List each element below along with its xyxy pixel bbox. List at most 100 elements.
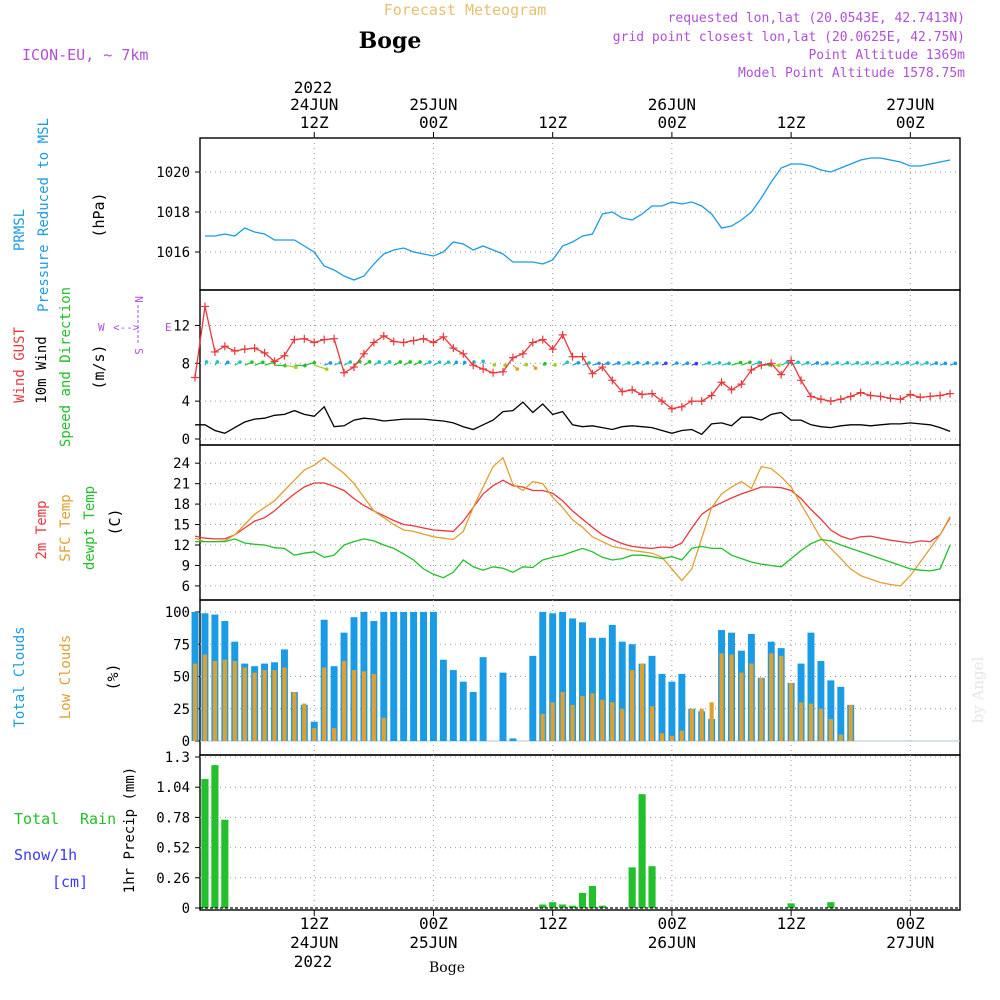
wind-arrow-head [915,360,920,365]
clouds-ytick-label: 50 [173,670,190,686]
rain-bar [221,819,229,908]
wind-arrow-head [553,363,557,367]
wind-frame [199,289,961,446]
point-altitude: Point Altitude 1369m [808,48,965,63]
wind-arrow-head [875,361,880,365]
clouds-ytick-label: 100 [165,605,190,621]
top-hour-label: 00Z [657,113,686,132]
low-cloud-bar [699,708,704,741]
precip-ytick-label: 0.26 [156,871,190,887]
wind-arrow-head [805,361,810,365]
temp-ytick-label: 18 [173,497,190,513]
wind-arrow-head [524,362,529,367]
wind-arrow-head [492,363,497,367]
wind-gust-marker [816,395,825,404]
wind-gust-marker [946,389,955,398]
wind-unit-label: (m/s) [90,344,108,389]
wind-gust-marker [270,357,279,366]
bottom-hour-label: 12Z [300,914,329,933]
low-cloud-bar [620,708,625,741]
low-cloud-bar [272,670,277,741]
wind-gust-marker [777,370,786,379]
temp-ytick-label: 9 [182,558,190,574]
wind-gust-marker [399,338,408,347]
precip-ytick-label: 1.3 [165,750,190,766]
wind-arrow-head [543,361,547,366]
wind-arrow-head [934,361,939,365]
wind-gust-marker [349,363,358,372]
precip-unit-label: 1hr Precip (mm) [122,767,138,893]
temp-series-sfc-temp [194,456,951,587]
wind-arrow-head [565,360,570,365]
wind-gust-marker [767,359,776,368]
precip-total-label: Total [14,810,59,828]
total-cloud-bar [648,655,656,741]
watermark: by Angel [969,656,987,723]
wind-gust-marker [677,402,686,411]
wind-arrow-head [428,360,432,364]
top-date-label: 27JUN [886,95,934,114]
wind-gust-marker [727,385,736,394]
low-cloud-bar [600,699,605,741]
clouds-unit-label: (%) [104,663,122,690]
wind-gust-marker [479,364,488,373]
pressure-ytick-label: 1016 [156,245,190,261]
wind-gust-marker [300,334,309,343]
wind-gust-marker [230,346,239,355]
wind-gust-marker [598,363,607,372]
wind-arrow-head [727,361,731,366]
temp-ytick-label: 12 [173,538,190,554]
bottom-date-label: 24JUN [290,933,338,952]
wind-gust-marker [797,376,806,385]
top-hour-label: 12Z [777,113,806,132]
model-label: ICON-EU, ~ 7km [22,46,148,64]
compass-n: N [132,296,145,303]
wind-arrow-head [905,360,910,365]
total-cloud-bar [678,673,686,741]
top-hour-label: 12Z [538,113,567,132]
rain-bar [598,905,606,908]
wind-gust-marker [310,338,319,347]
wind-arrow-head [408,360,412,364]
wind-arrow-head [367,359,372,364]
bottom-year-label: 2022 [294,952,333,971]
compass-arrow-text: <--> [113,321,140,334]
rain-bar [578,892,587,908]
low-cloud-bar [212,661,217,741]
low-cloud-bar [689,708,694,741]
low-cloud-bar [312,728,317,741]
wind-gust-marker [320,335,329,344]
low-cloud-bar [719,653,724,741]
low-cloud-bar [322,667,327,741]
low-cloud-bar [590,693,595,741]
snow-label: Snow/1h [14,846,77,864]
wind-arrow-head [215,360,220,364]
wind-gust-marker [707,391,716,400]
clouds-panel: 0 25 50 75 100 [165,599,961,756]
total-cloud-bar [499,672,507,741]
compass-e: E [165,321,172,334]
temp-ytick-label: 15 [173,518,190,534]
wind-arrow-head [377,360,382,364]
wind-arrow-head [685,361,690,366]
low-cloud-bar [789,682,794,741]
low-cloud-bar [381,717,386,741]
total-cloud-bar [608,624,616,741]
wind-gust-marker [578,352,587,361]
wind-gust-marker [340,368,349,377]
wind-gust-marker [737,380,746,389]
low-cloud-bar [838,734,843,741]
wind-gust-marker [856,388,865,397]
low-cloud-bar [659,733,665,741]
clouds-ytick-label: 75 [173,637,190,653]
wind-gust-marker [518,349,527,358]
wind-series-10m-wind [195,401,951,436]
wind-gust-marker [508,353,517,362]
wind-panel: 0 4 8 12 [173,289,961,448]
total-cloud-bar [330,666,338,741]
total-clouds-label: Total Clouds [12,626,28,727]
wind-gust-marker [359,349,368,358]
top-date-label: 24JUN [290,95,338,114]
wind-arrow-head [636,361,640,365]
